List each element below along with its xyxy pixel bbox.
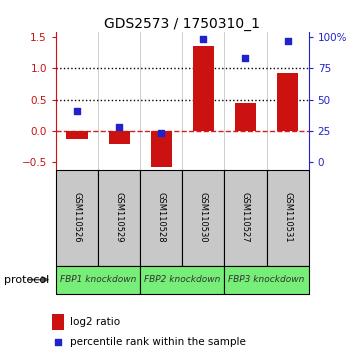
Text: protocol: protocol bbox=[4, 275, 49, 285]
Text: FBP1 knockdown: FBP1 knockdown bbox=[60, 275, 136, 284]
Text: GSM110527: GSM110527 bbox=[241, 192, 250, 243]
Text: FBP2 knockdown: FBP2 knockdown bbox=[144, 275, 221, 284]
Bar bbox=[56, 170, 98, 266]
Text: percentile rank within the sample: percentile rank within the sample bbox=[70, 337, 246, 347]
Text: log2 ratio: log2 ratio bbox=[70, 317, 120, 327]
Text: FBP3 knockdown: FBP3 knockdown bbox=[229, 275, 305, 284]
Bar bbox=[225, 170, 266, 266]
Point bbox=[285, 38, 291, 44]
Bar bbox=[140, 266, 225, 294]
Text: GSM110526: GSM110526 bbox=[73, 192, 82, 243]
Text: GSM110531: GSM110531 bbox=[283, 192, 292, 243]
Bar bbox=[52, 314, 64, 330]
Point bbox=[55, 339, 61, 345]
Bar bbox=[140, 170, 182, 266]
Title: GDS2573 / 1750310_1: GDS2573 / 1750310_1 bbox=[104, 17, 260, 31]
Point bbox=[200, 36, 206, 42]
Bar bbox=[266, 170, 309, 266]
Bar bbox=[193, 46, 214, 131]
Text: GSM110530: GSM110530 bbox=[199, 192, 208, 243]
Bar bbox=[56, 266, 140, 294]
Point bbox=[158, 130, 164, 136]
Bar bbox=[277, 73, 298, 131]
Text: GSM110529: GSM110529 bbox=[115, 193, 123, 243]
Bar bbox=[66, 131, 87, 139]
Point bbox=[74, 108, 80, 114]
Text: GSM110528: GSM110528 bbox=[157, 192, 166, 243]
Bar bbox=[98, 170, 140, 266]
Point bbox=[116, 124, 122, 130]
Bar bbox=[225, 266, 309, 294]
Bar bbox=[151, 131, 172, 167]
Bar bbox=[109, 131, 130, 144]
Point bbox=[243, 55, 248, 61]
Bar bbox=[235, 103, 256, 131]
Bar bbox=[182, 170, 225, 266]
